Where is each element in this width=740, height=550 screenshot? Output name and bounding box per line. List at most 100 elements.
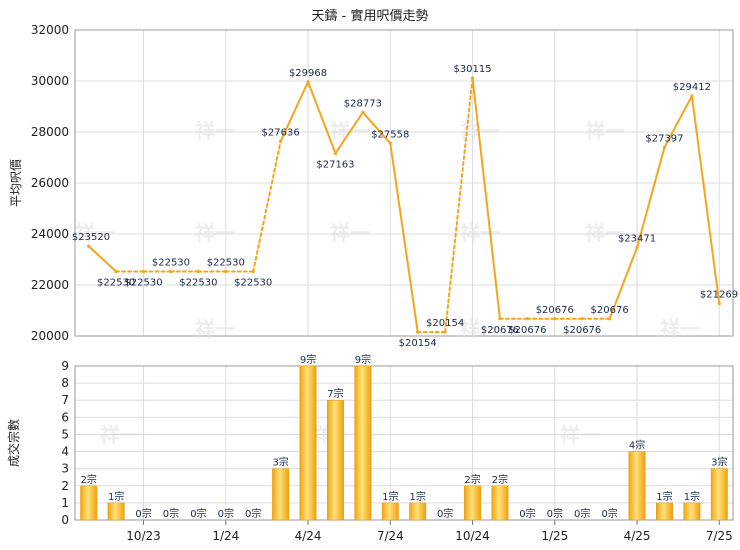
count-bar-label: 0宗 <box>601 507 617 520</box>
watermark-text: 祥一 <box>330 221 370 245</box>
count-bar-label: 0宗 <box>135 507 151 520</box>
price-y-tick: 32000 <box>31 23 69 37</box>
price-plot-frame <box>74 29 734 337</box>
price-point <box>717 302 721 306</box>
watermark-text: 祥一 <box>460 221 500 245</box>
count-bar <box>272 468 290 521</box>
price-point <box>87 244 91 248</box>
price-data-label: $30115 <box>453 64 491 75</box>
count-bar <box>655 502 673 521</box>
count-bar-label: 1宗 <box>684 490 700 503</box>
count-bar-label: 1宗 <box>382 490 398 503</box>
price-point <box>580 317 584 321</box>
count-bar-label: 1宗 <box>108 490 124 503</box>
price-data-label: $20676 <box>481 325 519 336</box>
price-panel: 20000220002400026000280003000032000祥一 祥一祥… <box>9 8 738 447</box>
count-bar-label: 1宗 <box>656 490 672 503</box>
price-point <box>470 76 475 80</box>
x-tick-label: 10/24 <box>455 529 490 543</box>
price-line-segment <box>334 111 364 155</box>
count-bar-label: 2宗 <box>81 473 97 486</box>
price-line-segment <box>252 140 282 273</box>
price-y-tick: 20000 <box>31 329 69 343</box>
price-point <box>196 269 200 274</box>
price-point <box>141 269 146 274</box>
count-y-tick: 8 <box>61 376 69 390</box>
watermark-text: 祥一 <box>100 423 140 447</box>
price-point <box>169 269 173 274</box>
price-data-label: $23520 <box>72 232 110 243</box>
watermark-text: 祥一 <box>195 221 235 245</box>
count-bar <box>710 468 728 521</box>
count-bar <box>299 365 317 521</box>
price-point <box>608 317 612 321</box>
count-bar <box>107 502 125 521</box>
price-line-segment <box>444 77 474 334</box>
x-tick-label: 4/24 <box>295 529 322 543</box>
watermark-text: 祥一 <box>660 317 700 341</box>
count-y-tick: 1 <box>61 496 69 510</box>
price-data-label: $22530 <box>207 257 245 268</box>
price-data-label: $27558 <box>371 129 409 140</box>
price-point <box>388 141 392 145</box>
price-data-label: $20154 <box>399 338 437 349</box>
count-bar-label: 0宗 <box>163 507 179 520</box>
price-line-segment <box>361 111 392 145</box>
price-data-label: $29412 <box>673 82 711 93</box>
count-bar <box>491 485 509 521</box>
price-point <box>525 317 529 321</box>
count-bar-label: 0宗 <box>437 507 453 520</box>
price-point <box>443 330 447 334</box>
price-data-label: $20676 <box>591 305 629 316</box>
price-data-label: $22530 <box>234 277 272 288</box>
price-data-label: $28773 <box>344 98 382 109</box>
price-data-label: $21269 <box>700 290 738 301</box>
price-y-tick: 22000 <box>31 278 69 292</box>
price-data-label: $27397 <box>645 133 683 144</box>
price-line-segment <box>608 246 639 320</box>
x-tick-label: 7/24 <box>377 529 404 543</box>
count-bar-label: 0宗 <box>574 507 590 520</box>
price-y-label: 平均呎價 <box>9 159 23 207</box>
count-bar <box>354 365 372 521</box>
count-bar-label: 0宗 <box>218 507 234 520</box>
price-y-tick: 26000 <box>31 176 69 190</box>
count-y-tick: 2 <box>61 479 69 493</box>
count-y-tick: 6 <box>61 410 69 424</box>
count-bar-label: 9宗 <box>300 353 316 366</box>
price-line-segment <box>636 146 666 249</box>
price-data-label: $20676 <box>508 325 546 336</box>
price-y-tick: 30000 <box>31 74 69 88</box>
watermark-text: 祥一 <box>195 119 235 143</box>
count-y-tick: 5 <box>61 427 69 441</box>
count-bar-label: 0宗 <box>190 507 206 520</box>
x-tick-label: 1/25 <box>541 529 568 543</box>
count-bar-label: 0宗 <box>245 507 261 520</box>
price-data-label: $27636 <box>262 127 300 138</box>
count-bar <box>464 485 482 521</box>
watermark-text: 祥一 <box>460 317 500 341</box>
price-line-segment <box>389 142 419 334</box>
count-bar <box>409 502 427 521</box>
count-bar-label: 2宗 <box>492 473 508 486</box>
watermark-text: 祥一 <box>75 221 115 245</box>
price-point <box>333 151 338 155</box>
price-data-label: $20676 <box>563 325 601 336</box>
price-line-segment <box>471 77 501 320</box>
count-bar-label: 9宗 <box>355 353 371 366</box>
price-data-label: $22530 <box>124 277 162 288</box>
count-plot-frame <box>74 365 734 521</box>
price-data-label: $22530 <box>97 277 135 288</box>
count-y-tick: 9 <box>61 359 69 373</box>
count-y-tick: 0 <box>61 513 69 527</box>
price-point <box>690 94 694 98</box>
x-tick-label: 4/25 <box>624 529 651 543</box>
price-data-label: $20154 <box>426 318 464 329</box>
price-point <box>553 317 557 321</box>
watermark-text: 祥一 <box>195 317 235 341</box>
price-data-label: $29968 <box>289 68 327 79</box>
count-bar-label: 4宗 <box>629 439 645 452</box>
count-bar-label: 0宗 <box>547 507 563 520</box>
x-tick-label: 7/25 <box>706 529 733 543</box>
